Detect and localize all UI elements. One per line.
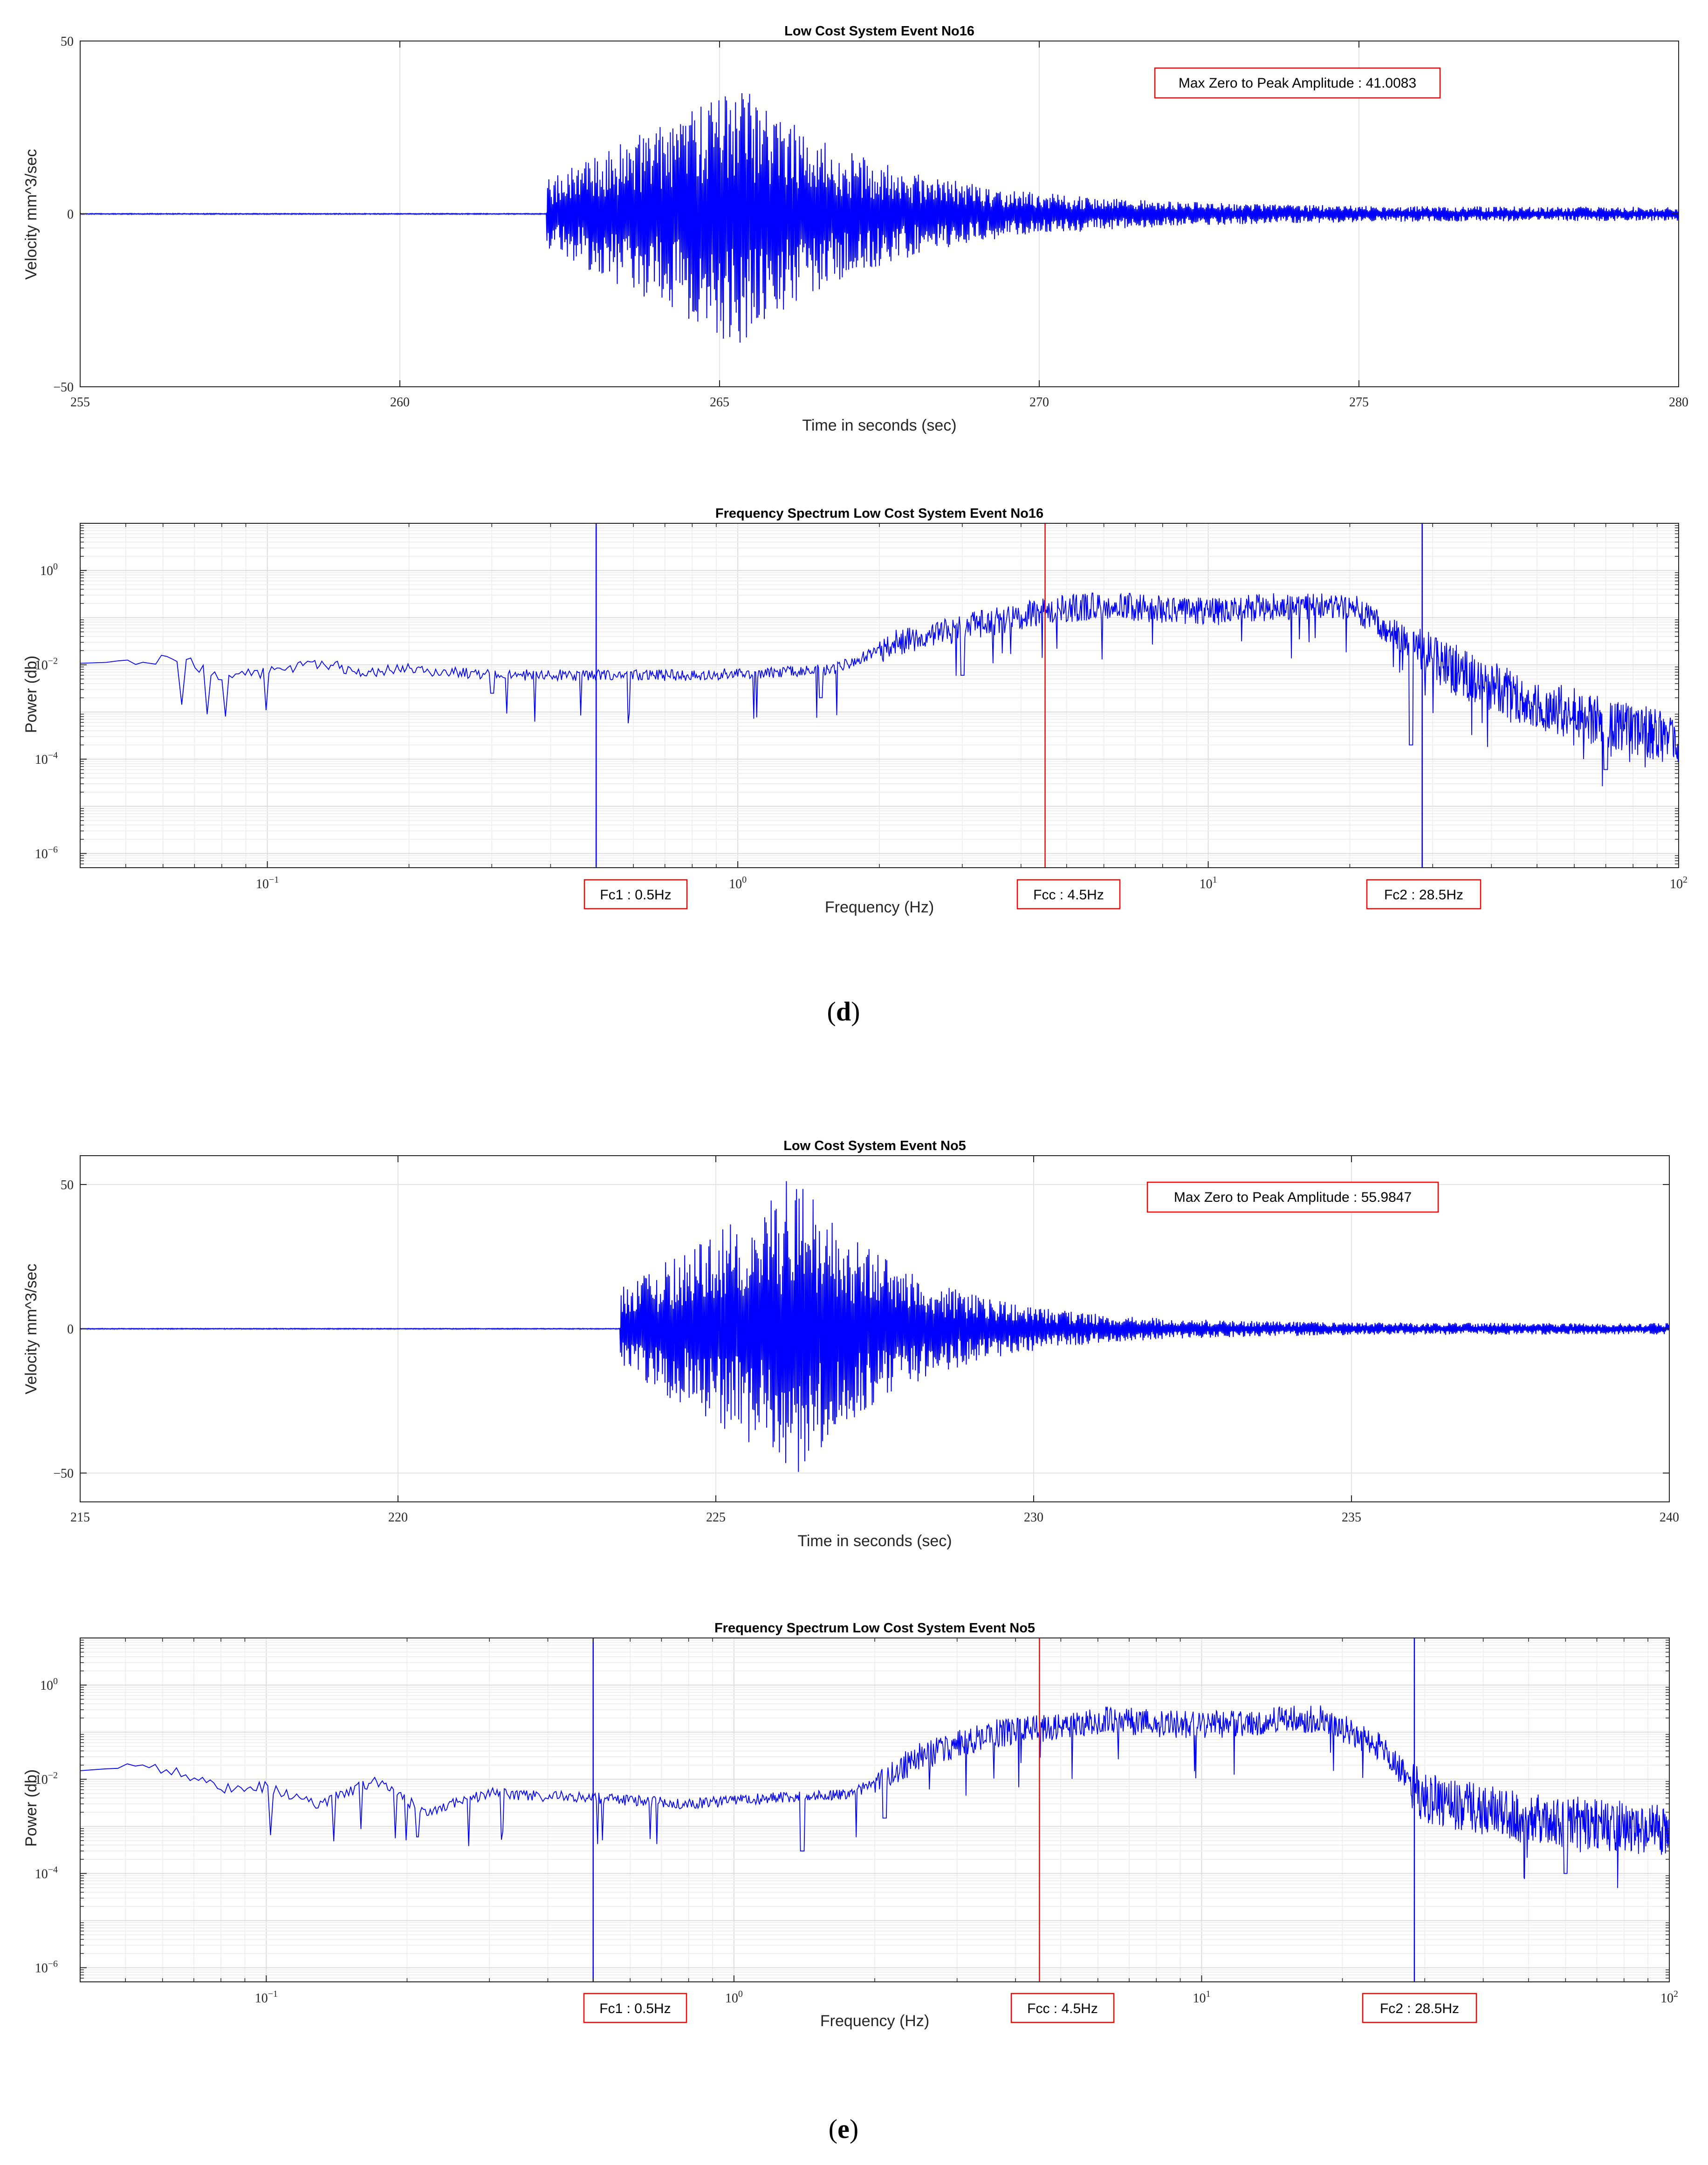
fc1-label-text: Fc1 : 0.5Hz — [600, 887, 671, 903]
axes: 215 220 225 230 235 240 −50 0 50 — [53, 1155, 1679, 1525]
y-tick-label: 10−2 — [35, 1770, 58, 1787]
fcc-label-box — [1010, 1993, 1115, 2023]
x-tick-label: 10−1 — [256, 875, 279, 891]
x-tick-label: 10−1 — [255, 1989, 278, 2006]
fcc-label-text: Fcc : 4.5Hz — [1033, 887, 1104, 903]
x-tick-label: 102 — [1670, 875, 1687, 891]
max-amplitude-box — [1154, 67, 1441, 99]
fc2-label-box — [1362, 1993, 1477, 2023]
fc2-label: Fc2 : 28.5Hz — [1362, 1993, 1477, 2023]
velocity-trace — [80, 93, 1679, 343]
x-tick-label: 101 — [1200, 875, 1217, 891]
cutoff-lines — [592, 1638, 1415, 1982]
panel-label-open: ( — [829, 2114, 837, 2144]
y-tick-label: 100 — [40, 562, 58, 578]
x-tick-label: 255 — [70, 395, 90, 410]
fc1-label-box — [583, 879, 688, 910]
power-spectrum-trace — [80, 592, 1679, 787]
y-tick-label: −50 — [53, 380, 74, 395]
x-tick-label: 260 — [390, 395, 410, 410]
plot-data — [80, 1705, 1670, 1888]
chart-title: Frequency Spectrum Low Cost System Event… — [715, 506, 1043, 521]
y-tick-label: −50 — [53, 1466, 74, 1481]
y-axis-label: Velocity mm^3/sec — [22, 1264, 40, 1394]
x-tick-label: 265 — [710, 395, 729, 410]
panel-label-letter: d — [836, 996, 851, 1027]
y-axis-label: Velocity mm^3/sec — [22, 149, 40, 280]
x-tick-label: 240 — [1660, 1510, 1679, 1525]
x-tick-label: 235 — [1342, 1510, 1361, 1525]
axes: 255 260 265 270 275 280 −50 0 50 — [53, 34, 1688, 410]
y-tick-label: 0 — [67, 1322, 74, 1337]
grid — [80, 523, 1679, 868]
fcc-label: Fcc : 4.5Hz — [1010, 1993, 1115, 2023]
x-tick-label: 101 — [1193, 1989, 1210, 2006]
x-tick-label: 100 — [729, 875, 747, 891]
fc1-label: Fc1 : 0.5Hz — [583, 1993, 687, 2023]
fc1-label: Fc1 : 0.5Hz — [583, 879, 688, 910]
panel-label-d: (d) — [827, 996, 860, 1027]
y-axis-label: Power (db) — [22, 1769, 40, 1847]
panel-label-close: ) — [851, 996, 860, 1027]
x-tick-label: 220 — [388, 1510, 408, 1525]
fcc-label: Fcc : 4.5Hz — [1016, 879, 1121, 910]
x-axis-label: Time in seconds (sec) — [802, 417, 956, 434]
velocity-trace — [80, 1181, 1670, 1472]
cutoff-lines — [596, 523, 1423, 868]
panel-label-open: ( — [827, 996, 836, 1027]
chart-title: Frequency Spectrum Low Cost System Event… — [714, 1621, 1035, 1636]
x-axis-label: Frequency (Hz) — [825, 898, 934, 916]
fc2-label-text: Fc2 : 28.5Hz — [1380, 2001, 1459, 2016]
chart-velocity-event5: 215 220 225 230 235 240 −50 0 50 Low Cost System… — [22, 1138, 1679, 1550]
plot-data — [80, 1181, 1670, 1472]
x-tick-label: 100 — [725, 1989, 743, 2006]
y-tick-label: 10−6 — [35, 845, 58, 862]
plot-data — [80, 93, 1679, 343]
fc1-label-box — [583, 1993, 687, 2023]
fc2-label-text: Fc2 : 28.5Hz — [1384, 887, 1463, 903]
x-axis-label: Frequency (Hz) — [820, 2012, 929, 2030]
y-axis-label: Power (db) — [22, 656, 40, 733]
panel-label-close: ) — [850, 2114, 858, 2144]
panel-label-e: (e) — [829, 2114, 858, 2144]
x-tick-label: 270 — [1029, 395, 1049, 410]
chart-title: Low Cost System Event No16 — [784, 24, 974, 39]
x-tick-label: 280 — [1669, 395, 1688, 410]
x-tick-label: 230 — [1024, 1510, 1043, 1525]
y-tick-label: 10−4 — [35, 1864, 58, 1881]
fcc-label-text: Fcc : 4.5Hz — [1027, 2001, 1098, 2016]
y-tick-label: 100 — [40, 1676, 58, 1693]
axes: 10−1 100 101 102 10−6 10−4 10−2 100 — [35, 1637, 1678, 2006]
fc2-label: Fc2 : 28.5Hz — [1366, 879, 1482, 910]
x-tick-label: 215 — [70, 1510, 90, 1525]
x-tick-label: 275 — [1349, 395, 1369, 410]
y-tick-label: 10−4 — [35, 750, 58, 767]
x-tick-label: 225 — [706, 1510, 726, 1525]
axes: 10−1 100 101 102 10−6 10−4 10−2 100 — [35, 523, 1687, 891]
panel-label-letter: e — [837, 2114, 850, 2144]
max-amplitude-box — [1146, 1181, 1439, 1213]
chart-velocity-event16: 255 260 265 270 275 280 −50 0 50 Low Cost System… — [22, 24, 1688, 434]
max-amplitude-label: Max Zero to Peak Amplitude : 41.0083 — [1179, 75, 1416, 91]
x-tick-label: 102 — [1660, 1989, 1678, 2006]
plot-data — [80, 592, 1679, 787]
fc2-label-box — [1366, 879, 1482, 910]
chart-spectrum-event16: 10−1 100 101 102 10−6 10−4 10−2 100 Frequency S… — [22, 506, 1687, 916]
grid — [80, 1637, 1669, 1982]
y-tick-label: 50 — [61, 34, 74, 49]
chart-spectrum-event5: 10−1 100 101 102 10−6 10−4 10−2 100 Frequency S… — [22, 1621, 1678, 2030]
x-axis-label: Time in seconds (sec) — [797, 1532, 952, 1550]
chart-title: Low Cost System Event No5 — [783, 1138, 966, 1153]
y-tick-label: 50 — [61, 1178, 74, 1192]
y-tick-label: 10−2 — [35, 656, 58, 673]
y-tick-label: 10−6 — [35, 1959, 58, 1976]
y-tick-label: 0 — [67, 207, 74, 222]
power-spectrum-trace — [80, 1705, 1670, 1888]
fcc-label-box — [1016, 879, 1121, 910]
max-amplitude-label: Max Zero to Peak Amplitude : 55.9847 — [1174, 1190, 1412, 1205]
fc1-label-text: Fc1 : 0.5Hz — [599, 2001, 671, 2016]
